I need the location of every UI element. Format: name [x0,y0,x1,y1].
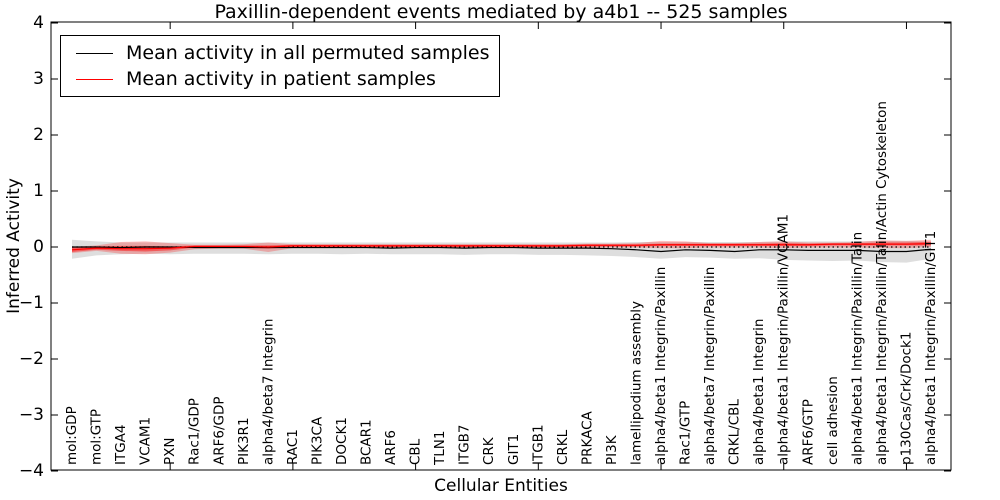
x-category-label: alpha4/beta7 Integrin/Paxillin [702,267,718,465]
legend-entry-patient: Mean activity in patient samples [61,66,489,92]
x-category-label: alpha4/beta1 Integrin/Paxillin/VCAM1 [776,214,792,465]
legend-line-sample-black [76,52,113,54]
x-category-label: mol:GTP [89,409,105,465]
x-category-label: TLN1 [432,431,448,466]
x-category-label: alpha4/beta1 Integrin/Paxillin/GIT1 [923,231,939,465]
x-category-label: cell adhesion [825,376,841,465]
x-category-label: Rac1/GDP [187,398,203,465]
x-category-label: PI3K [604,434,620,465]
axes-frame [50,21,952,471]
y-tick-label: −1 [19,293,44,313]
x-category-label: ITGB7 [457,424,473,465]
x-category-label: alpha4/beta1 Integrin/Paxillin/Talin/Act… [874,101,890,465]
x-category-label: p130Cas/Crk/Dock1 [898,332,914,465]
chart-title: Paxillin-dependent events mediated by a4… [214,1,788,23]
y-tick-label: 4 [33,13,44,33]
x-category-label: PIK3R1 [236,417,252,465]
y-tick-label: −4 [19,461,44,481]
x-category-label: CRK [481,436,497,465]
y-tick-label: 3 [33,69,44,89]
y-tick-label: 0 [33,237,44,257]
x-category-label: GIT1 [506,434,522,465]
x-category-label: CRKL/CBL [727,399,743,465]
x-category-label: ARF6 [383,430,399,465]
x-axis-label: Cellular Entities [434,476,568,496]
series-line-permuted [72,246,932,253]
x-category-label: lamellipodium assembly [628,301,644,465]
x-category-label: Rac1/GTP [678,401,694,465]
x-category-label: BCAR1 [359,419,375,465]
x-category-label: VCAM1 [138,417,154,465]
legend-label: Mean activity in all permuted samples [126,42,490,64]
legend: Mean activity in all permuted samples Me… [60,35,501,97]
x-category-label: CBL [408,438,424,465]
x-category-label: DOCK1 [334,417,350,465]
x-category-label: alpha4/beta1 Integrin/Paxillin/Talin [849,232,865,465]
x-category-label: RAC1 [285,429,301,465]
x-category-label: ITGB1 [530,424,546,465]
x-category-label: alpha4/beta7 Integrin [260,319,276,465]
x-category-label: PIK3CA [309,416,325,465]
x-category-label: ARF6/GTP [800,399,816,465]
x-category-label: CRKL [555,429,571,465]
y-tick-label: 1 [33,181,44,201]
band-permuted-samples-spread [72,239,931,263]
x-category-label: mol:GDP [64,406,80,465]
x-category-label: PXN [162,438,178,466]
y-tick-label: −3 [19,405,44,425]
x-category-label: ITGA4 [113,424,129,465]
series-line-patient [71,243,932,251]
x-category-label: alpha4/beta1 Integrin [751,319,767,465]
y-tick-label: 2 [33,125,44,145]
legend-label: Mean activity in patient samples [126,68,436,90]
x-category-label: alpha4/beta1 Integrin/Paxillin [653,267,669,465]
x-category-label: ARF6/GDP [211,396,227,465]
x-category-label: PRKACA [579,410,595,465]
y-axis-label: Inferred Activity [4,178,24,314]
y-tick-label: −2 [19,349,44,369]
legend-line-sample-red [76,78,113,80]
legend-entry-permuted: Mean activity in all permuted samples [61,40,489,66]
